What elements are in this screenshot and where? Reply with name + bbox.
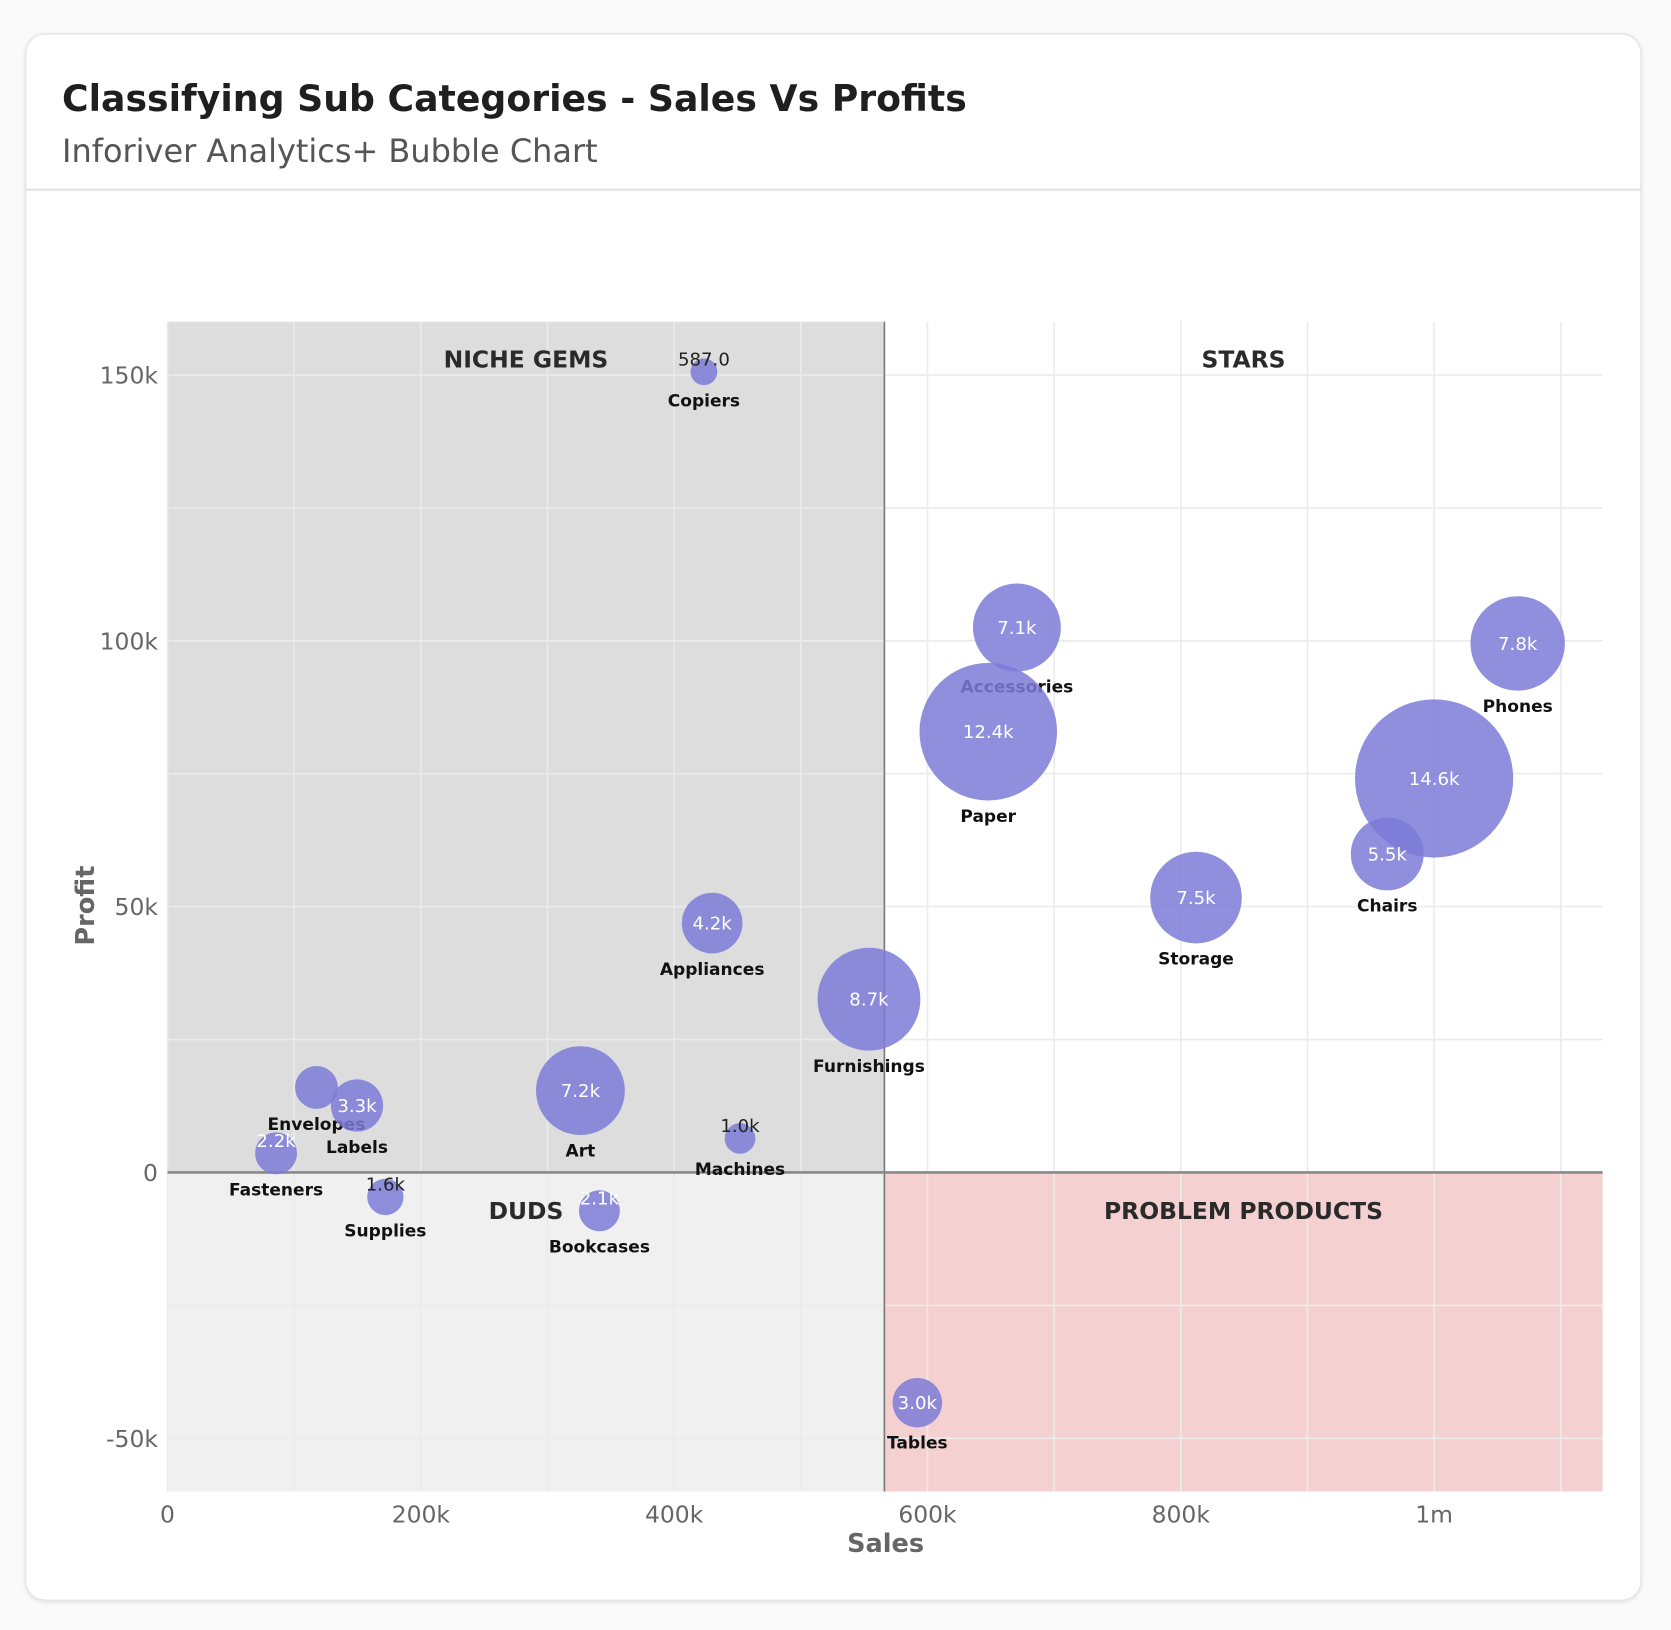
bubble-name-label: Supplies [344, 1221, 426, 1241]
bubble [972, 583, 1061, 672]
bubble [1470, 596, 1565, 691]
x-tick-label: 200k [392, 1500, 451, 1528]
bubble [255, 1132, 298, 1175]
quadrant-label: STARS [1201, 346, 1285, 374]
bubble [1350, 817, 1424, 891]
bubble-name-label: Phones [1483, 697, 1553, 717]
bubble-name-label: Paper [960, 807, 1016, 827]
bubble-value-label: 3.3k [337, 1096, 377, 1117]
bubbles: 587.0Copiers7.1kAccessories12.4kPaper7.8… [229, 349, 1565, 1454]
y-tick-label: 150k [100, 361, 159, 389]
bubble [724, 1123, 756, 1154]
bubble [330, 1079, 384, 1132]
bubble [690, 358, 718, 386]
bubble-value-label: 587.0 [678, 349, 730, 370]
bubble [1150, 851, 1242, 944]
bubble-name-label: Fasteners [229, 1181, 323, 1201]
chart-subtitle: Inforiver Analytics+ Bubble Chart [62, 132, 598, 170]
bubble-group: 7.5k Storage [1150, 851, 1242, 970]
x-tick-label: 600k [898, 1500, 957, 1528]
bubble-group: 587.0 Copiers [668, 349, 740, 411]
bubble-group: 1.6k Supplies [344, 1175, 426, 1242]
bubble-group: 5.5k Chairs [1350, 817, 1424, 917]
bubble-group: 1.0k Machines [695, 1116, 785, 1180]
bubble-value-label: 4.2k [693, 913, 733, 934]
bubble-group: 4.2k Appliances [660, 892, 765, 980]
quadrant-label: PROBLEM PRODUCTS [1104, 1197, 1383, 1225]
bubble-value-label: 14.6k [1409, 769, 1460, 790]
bubble [919, 662, 1058, 801]
bubble-value-label: 2.1k [580, 1188, 620, 1209]
chart-title: Classifying Sub Categories - Sales Vs Pr… [62, 77, 967, 120]
bubble-name-label: Machines [695, 1160, 785, 1180]
y-tick-label: 0 [143, 1159, 158, 1187]
x-tick-label: 0 [160, 1500, 175, 1528]
bubble-value-label: 2.2k [256, 1131, 296, 1152]
bubble [295, 1065, 338, 1109]
bubble-value-label: 7.8k [1498, 634, 1538, 655]
bubble-name-label: Tables [887, 1434, 948, 1454]
bubble-group: 12.4k Paper [919, 662, 1058, 827]
x-tick-label: 400k [645, 1500, 704, 1528]
quadrant-dividers [167, 321, 1603, 1492]
bubble-name-label: Appliances [660, 960, 765, 980]
bubble [1355, 699, 1514, 858]
bubble [817, 947, 921, 1051]
bubble-group: 7.2k Art [536, 1046, 625, 1161]
bubble-value-label: 7.2k [561, 1081, 601, 1102]
quadrant-labels: NICHE GEMS STARS DUDS PROBLEM PRODUCTS [444, 346, 1383, 1225]
bubble-name-label: Furnishings [813, 1057, 925, 1077]
bubble-group: 2.2k Fasteners [229, 1131, 323, 1201]
bubble-value-label: 12.4k [963, 722, 1014, 743]
bubble-value-label: 7.1k [997, 618, 1037, 639]
bubble-name-label: Storage [1158, 950, 1234, 970]
bubble-group: 7.8k Phones [1470, 596, 1565, 717]
bubble-group: 3.0k Tables [887, 1377, 948, 1454]
bubble [536, 1046, 625, 1135]
bubble-group: 8.7k Furnishings [813, 947, 925, 1077]
bubble [681, 892, 743, 954]
bubble-group: 3.3k Labels [326, 1079, 388, 1158]
y-tick-label: 50k [115, 893, 159, 921]
quadrant-label: DUDS [489, 1197, 564, 1225]
bubble [892, 1377, 943, 1428]
bubble-value-label: 8.7k [849, 990, 889, 1011]
y-tick-label: -50k [106, 1425, 158, 1453]
bubble [578, 1190, 620, 1232]
bubble-value-label: 1.0k [720, 1116, 760, 1137]
bubble-value-label: 5.5k [1368, 844, 1408, 865]
bubble-name-label: Bookcases [549, 1238, 650, 1258]
bubble-value-label: 1.6k [366, 1175, 406, 1196]
bubble-name-label: Copiers [668, 391, 740, 411]
y-tick-label: 100k [100, 627, 159, 655]
y-axis-title: Profit [71, 866, 101, 946]
axis-ticks: 0 200k 400k 600k 800k 1m 150k 100k 50k 0 -50k [100, 361, 1453, 1528]
bubble [367, 1178, 404, 1216]
x-axis-title: Sales [847, 1529, 924, 1559]
quadrant-label: NICHE GEMS [444, 346, 609, 374]
x-tick-label: 800k [1152, 1500, 1211, 1528]
bubble-name-label: Labels [326, 1138, 388, 1158]
bubble-value-label: 3.0k [898, 1393, 938, 1414]
bubble-group: 14.6k [1355, 699, 1514, 858]
bubble-name-label: Art [566, 1141, 596, 1161]
bubble-group: 2.1k Bookcases [549, 1188, 650, 1257]
bubble-name-label: Chairs [1357, 897, 1418, 917]
quadrant-top-left [167, 321, 885, 1173]
x-tick-label: 1m [1415, 1500, 1453, 1528]
bubble-value-label: 7.5k [1176, 888, 1216, 909]
